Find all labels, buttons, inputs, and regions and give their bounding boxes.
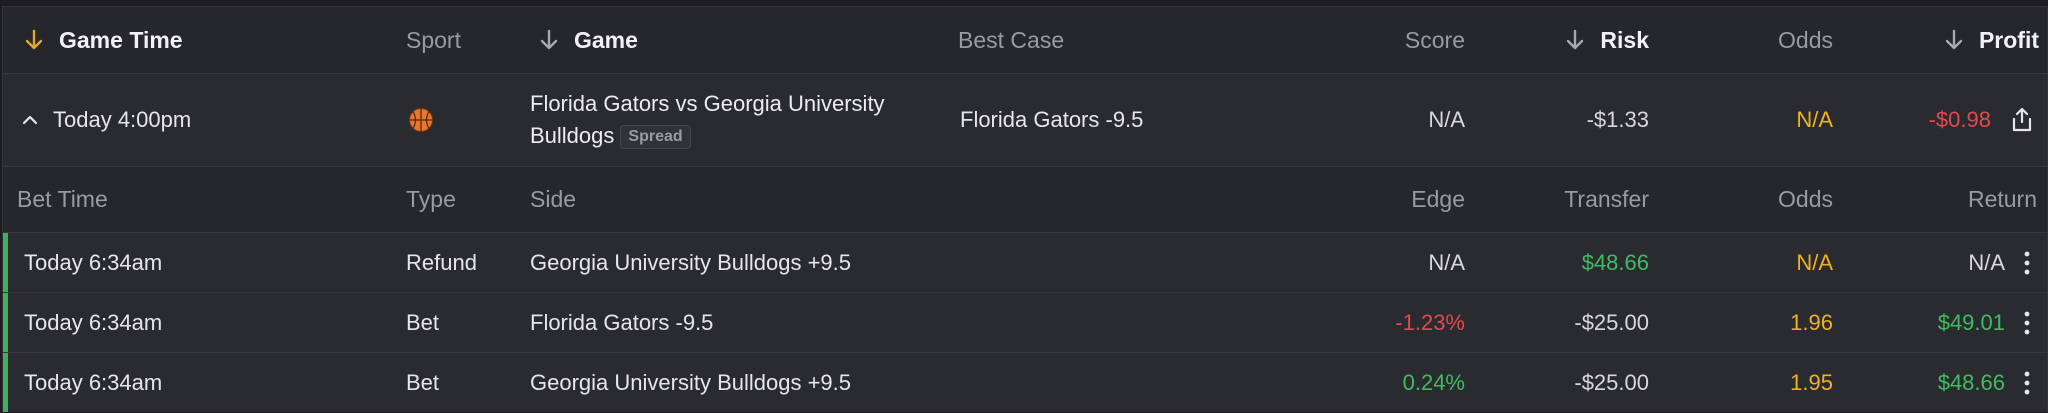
column-risk[interactable]: Risk <box>1449 7 1649 73</box>
market-badge: Spread <box>620 125 691 149</box>
column-label: Profit <box>1978 26 2039 53</box>
sport-cell <box>408 74 434 166</box>
bet-transfer: -$25.00 <box>1574 309 1649 335</box>
bet-transfer: -$25.00 <box>1574 370 1649 395</box>
bet-indicator-bar <box>3 353 8 412</box>
column-profit[interactable]: Profit <box>1839 7 2039 73</box>
bet-side: Georgia University Bulldogs +9.5 <box>530 370 851 395</box>
sort-down-arrow-icon <box>1564 28 1586 52</box>
bet-side: Florida Gators -9.5 <box>530 309 714 335</box>
sort-down-arrow-icon <box>538 28 560 52</box>
bet-transfer: $48.66 <box>1581 249 1649 275</box>
score-value: N/A <box>1428 107 1465 132</box>
column-label: Game <box>574 26 638 53</box>
table-header: Game Time Sport Game Best Case Score Ris… <box>3 7 2047 74</box>
bet-row[interactable]: Today 6:34am Bet Florida Gators -9.5 -1.… <box>3 293 2047 353</box>
bet-return: $49.01 <box>1937 309 2005 335</box>
subcolumn-odds: Odds <box>1778 186 1833 212</box>
more-options-icon[interactable] <box>2017 293 2037 352</box>
game-row[interactable]: Today 4:00pm Florida Gators vs Georgia U… <box>3 74 2047 167</box>
sort-down-arrow-icon <box>23 28 45 52</box>
column-label: Odds <box>1778 26 1833 53</box>
column-label: Score <box>1404 26 1465 53</box>
game-cell[interactable]: Florida Gators vs Georgia University Bul… <box>530 74 930 166</box>
column-label: Risk <box>1600 26 1649 53</box>
subcolumn-edge: Edge <box>1411 186 1465 212</box>
bet-side: Georgia University Bulldogs +9.5 <box>530 249 851 275</box>
bet-return: $48.66 <box>1937 370 2005 395</box>
bet-time: Today 6:34am <box>24 249 163 275</box>
subcolumn-return: Return <box>1967 186 2037 212</box>
bet-type: Bet <box>406 309 440 335</box>
column-game-time[interactable]: Game Time <box>23 7 183 73</box>
sort-down-arrow-icon <box>1943 28 1965 52</box>
column-game[interactable]: Game <box>538 7 638 73</box>
more-options-icon[interactable] <box>2017 353 2037 412</box>
column-score[interactable]: Score <box>1265 7 1465 73</box>
bet-type: Bet <box>406 370 440 395</box>
column-label: Best Case <box>958 26 1065 53</box>
bet-row[interactable]: Today 6:34am Refund Georgia University B… <box>3 233 2047 293</box>
bet-edge: -1.23% <box>1395 309 1465 335</box>
bet-row[interactable]: Today 6:34am Bet Georgia University Bull… <box>3 353 2047 412</box>
column-label: Game Time <box>59 26 183 53</box>
subcolumn-transfer: Transfer <box>1564 186 1649 212</box>
bet-time: Today 6:34am <box>24 309 163 335</box>
bet-time: Today 6:34am <box>24 370 163 395</box>
column-odds[interactable]: Odds <box>1633 7 1833 73</box>
more-options-icon[interactable] <box>2017 233 2037 292</box>
best-case-value: Florida Gators -9.5 <box>960 107 1144 132</box>
column-label: Sport <box>406 26 461 53</box>
risk-value: -$1.33 <box>1586 107 1649 132</box>
game-name: Florida Gators vs Georgia University Bul… <box>530 91 885 148</box>
bet-indicator-bar <box>3 293 8 352</box>
subcolumn-bet-time: Bet Time <box>17 186 108 212</box>
odds-value: N/A <box>1796 107 1833 132</box>
game-time-cell[interactable]: Today 4:00pm <box>21 74 191 166</box>
chevron-up-icon[interactable] <box>21 111 39 129</box>
bet-odds: N/A <box>1796 249 1833 275</box>
bet-return: N/A <box>1968 249 2005 275</box>
bet-odds: 1.95 <box>1790 370 1833 395</box>
bet-type: Refund <box>406 249 477 275</box>
bet-odds: 1.96 <box>1790 309 1833 335</box>
game-time: Today 4:00pm <box>53 107 192 132</box>
bets-subheader: Bet Time Type Side Edge Transfer Odds Re… <box>3 167 2047 233</box>
bet-edge: N/A <box>1428 249 1465 275</box>
subcolumn-side: Side <box>530 186 577 212</box>
bet-indicator-bar <box>3 233 8 292</box>
share-icon[interactable] <box>2007 74 2037 166</box>
column-sport[interactable]: Sport <box>406 7 461 73</box>
profit-value: -$0.98 <box>1928 107 1991 132</box>
bets-table: Game Time Sport Game Best Case Score Ris… <box>2 6 2048 412</box>
bet-edge: 0.24% <box>1402 370 1465 395</box>
subcolumn-type: Type <box>406 186 456 212</box>
basketball-icon <box>408 107 434 133</box>
column-best-case[interactable]: Best Case <box>958 7 1064 73</box>
